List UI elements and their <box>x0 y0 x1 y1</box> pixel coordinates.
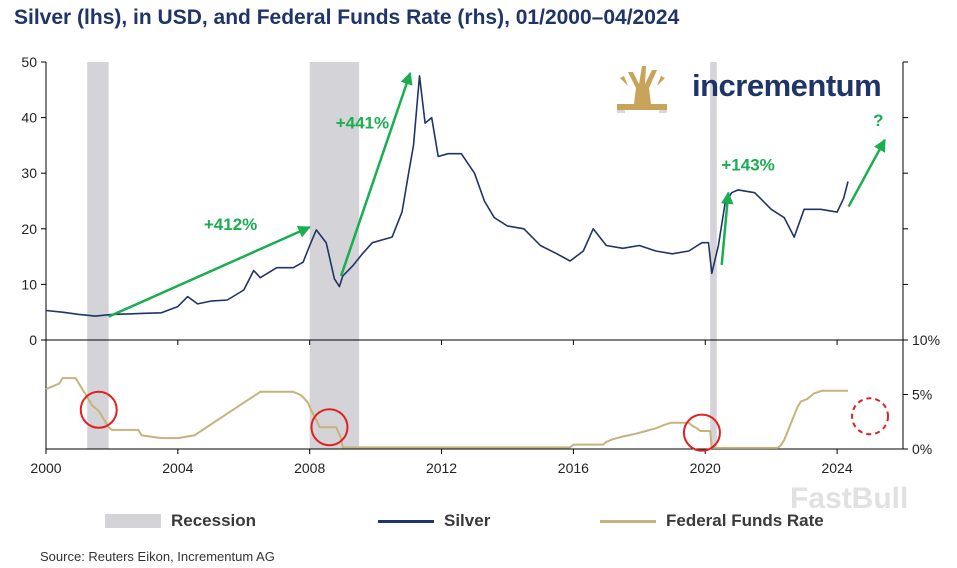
silver-ytick-label: 20 <box>21 221 37 237</box>
legend-fed-label: Federal Funds Rate <box>666 511 824 530</box>
recession-layer <box>87 62 717 449</box>
xtick-label: 2012 <box>426 460 457 476</box>
silver-ytick-label: 0 <box>29 332 37 348</box>
xtick-label: 2016 <box>558 460 589 476</box>
legend-silver-swatch <box>378 519 434 523</box>
xtick-label: 2004 <box>162 460 193 476</box>
silver-line <box>45 75 849 317</box>
growth-arrow <box>339 71 413 277</box>
fed-ytick-label: 5% <box>912 387 932 403</box>
xtick-label: 2024 <box>821 460 852 476</box>
annotation-layer: +412% +441% +143%? <box>79 71 890 452</box>
rate-cut-circle <box>682 413 721 452</box>
growth-label: ? <box>873 111 883 130</box>
recession-band <box>710 62 717 449</box>
silver-ytick-label: 30 <box>21 165 37 181</box>
xtick-label: 2008 <box>294 460 325 476</box>
rate-cut-circle <box>310 408 349 447</box>
fed-ytick-label: 10% <box>912 332 940 348</box>
legend-silver: Silver <box>378 510 490 532</box>
recession-band <box>309 62 360 449</box>
silver-ytick-label: 10 <box>21 276 37 292</box>
axes-layer: 0 10 20 30 40 50 0% 5% 10% 2000 2004 2008 2012 2016 20… <box>21 54 940 476</box>
growth-label: +412% <box>204 215 257 234</box>
series-layer <box>45 75 849 449</box>
fed-funds-line <box>45 377 848 449</box>
silver-ytick-label: 50 <box>21 54 37 70</box>
growth-label: +441% <box>336 114 389 133</box>
watermark: FastBull <box>790 482 909 515</box>
incrementum-tree-logo-icon <box>617 66 667 113</box>
future-rate-cut-circle <box>851 397 890 436</box>
fed-ytick-label: 0% <box>912 441 932 457</box>
legend-recession-swatch <box>105 514 161 528</box>
xtick-label: 2000 <box>30 460 61 476</box>
growth-arrow <box>847 138 886 208</box>
legend-silver-label: Silver <box>444 511 491 530</box>
growth-arrow <box>108 225 311 318</box>
recession-band <box>87 62 109 449</box>
silver-ytick-label: 40 <box>21 110 37 126</box>
legend-fed-swatch <box>600 519 656 523</box>
chart-title: Silver (lhs), in USD, and Federal Funds … <box>14 6 680 29</box>
legend-recession-label: Recession <box>171 511 257 530</box>
legend-fed-funds: Federal Funds Rate <box>600 510 824 532</box>
growth-arrow <box>720 191 734 266</box>
xtick-label: 2020 <box>690 460 721 476</box>
rate-cut-circle <box>79 390 118 429</box>
growth-label: +143% <box>721 155 774 174</box>
legend-recession: Recession <box>105 510 256 532</box>
brand-logo-text: incrementum <box>692 68 882 103</box>
source-note: Source: Reuters Eikon, Incrementum AG <box>40 549 275 564</box>
